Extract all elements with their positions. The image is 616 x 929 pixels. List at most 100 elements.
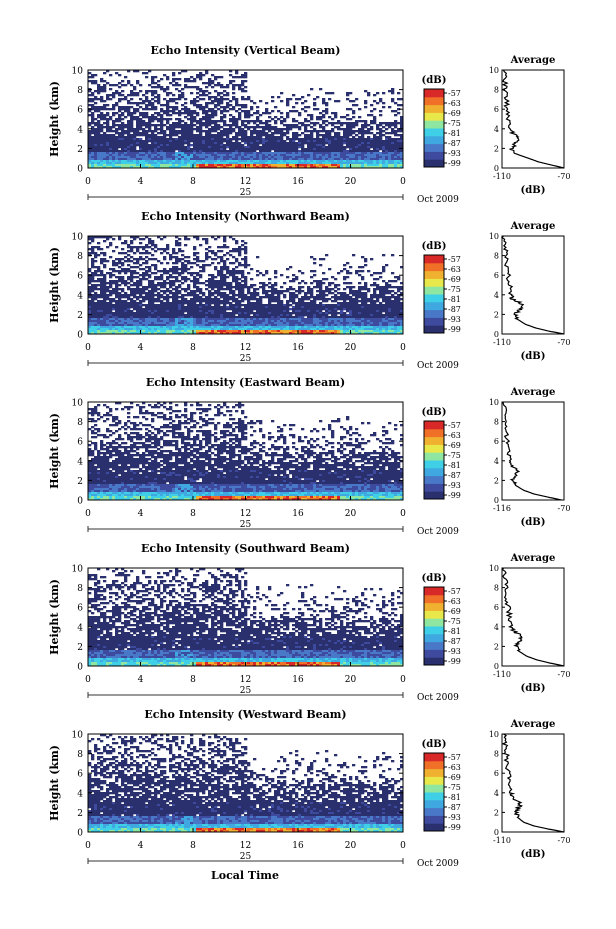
heatmap-cell (262, 130, 266, 133)
heatmap-cell (145, 106, 149, 109)
heatmap-cell (151, 134, 155, 137)
heatmap-cell (373, 164, 377, 167)
heatmap-cell (271, 134, 275, 137)
heatmap-cell (235, 294, 239, 297)
heatmap-cell (352, 158, 356, 161)
heatmap-cell (178, 112, 182, 115)
heatmap-cell (211, 120, 215, 123)
heatmap-cell (217, 162, 221, 165)
heatmap-cell (136, 122, 140, 125)
heatmap-cell (124, 160, 128, 163)
heatmap-cell (103, 140, 107, 143)
heatmap-cell (250, 308, 254, 311)
heatmap-cell (202, 82, 206, 85)
heatmap-cell (394, 132, 398, 135)
heatmap-cell (148, 238, 152, 241)
heatmap-cell (196, 112, 200, 115)
heatmap-cell (100, 100, 104, 103)
heatmap-cell (397, 104, 401, 107)
heatmap-cell (124, 242, 128, 245)
heatmap-cell (181, 270, 185, 273)
heatmap-cell (88, 288, 92, 291)
heatmap-cell (319, 134, 323, 137)
heatmap-cell (334, 146, 338, 149)
heatmap-cell (160, 162, 164, 165)
heatmap-cell (208, 284, 212, 287)
heatmap-cell (127, 278, 131, 281)
heatmap-cell (199, 290, 203, 293)
heatmap-cell (193, 296, 197, 299)
heatmap-cell (178, 308, 182, 311)
heatmap-cell (331, 148, 335, 151)
heatmap-cell (265, 152, 269, 155)
heatmap-cell (310, 136, 314, 139)
heatmap-cell (301, 156, 305, 159)
heatmap-cell (211, 156, 215, 159)
heatmap-cell (322, 136, 326, 139)
heatmap-cell (181, 120, 185, 123)
heatmap-cell (307, 124, 311, 127)
heatmap-cell (280, 132, 284, 135)
heatmap-cell (226, 270, 230, 273)
heatmap-cell (205, 258, 209, 261)
heatmap-cell (247, 144, 251, 147)
heatmap-cell (301, 140, 305, 143)
heatmap-cell (268, 152, 272, 155)
heatmap-cell (322, 290, 326, 293)
heatmap-cell (328, 164, 332, 167)
heatmap-cell (124, 148, 128, 151)
heatmap-cell (397, 142, 401, 145)
heatmap-cell (235, 76, 239, 79)
heatmap-cell (346, 294, 350, 297)
heatmap-cell (235, 160, 239, 163)
heatmap-cell (346, 122, 350, 125)
heatmap-cell (394, 126, 398, 129)
heatmap-cell (166, 100, 170, 103)
heatmap-cell (130, 116, 134, 119)
heatmap-cell (97, 148, 101, 151)
heatmap-cell (346, 286, 350, 289)
heatmap-cell (334, 134, 338, 137)
heatmap-cell (154, 90, 158, 93)
heatmap-cell (202, 160, 206, 163)
heatmap-cell (88, 300, 92, 303)
heatmap-cell (394, 162, 398, 165)
heatmap-cell (223, 310, 227, 313)
heatmap-cell (97, 92, 101, 95)
heatmap-cell (316, 132, 320, 135)
heatmap-cell (112, 146, 116, 149)
heatmap-cell (211, 288, 215, 291)
heatmap-cell (145, 122, 149, 125)
heatmap-cell (139, 304, 143, 307)
heatmap-cell (355, 124, 359, 127)
heatmap-cell (169, 132, 173, 135)
heatmap-cell (187, 262, 191, 265)
heatmap-cell (241, 130, 245, 133)
heatmap-cell (136, 80, 140, 83)
heatmap-cell (184, 108, 188, 111)
heatmap-cell (151, 120, 155, 123)
heatmap-cell (295, 98, 299, 101)
heatmap-cell (259, 100, 263, 103)
heatmap-cell (238, 250, 242, 253)
heatmap-cell (133, 306, 137, 309)
heatmap-cell (190, 266, 194, 269)
heatmap-cell (373, 306, 377, 309)
heatmap-cell (193, 306, 197, 309)
heatmap-cell (145, 136, 149, 139)
heatmap-cell (160, 166, 164, 168)
heatmap-cell (163, 158, 167, 161)
heatmap-cell (199, 74, 203, 77)
heatmap-cell (229, 290, 233, 293)
heatmap-cell (133, 302, 137, 305)
heatmap-cell (268, 312, 272, 315)
heatmap-cell (106, 118, 110, 121)
heatmap-cell (94, 90, 98, 93)
heatmap-cell (226, 164, 230, 167)
heatmap-cell (184, 136, 188, 139)
heatmap-cell (154, 276, 158, 279)
heatmap-cell (181, 124, 185, 127)
heatmap-cell (331, 160, 335, 163)
heatmap-cell (151, 300, 155, 303)
heatmap-cell (316, 290, 320, 293)
